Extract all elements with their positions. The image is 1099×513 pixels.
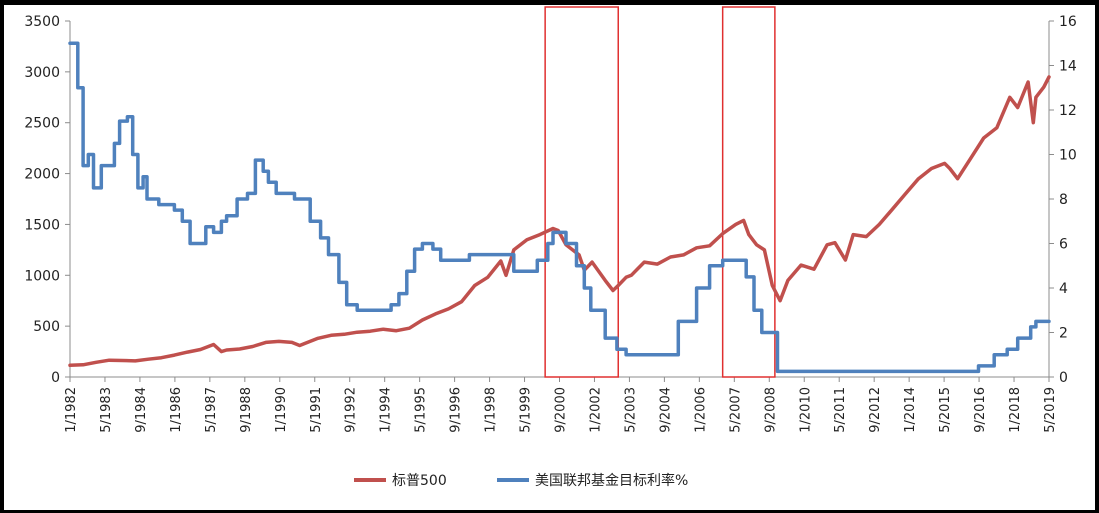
right-tick-label: 0 (1059, 370, 1068, 386)
left-tick-label: 0 (51, 370, 60, 386)
x-tick-label: 1/1994 (379, 387, 394, 433)
highlight-box-1 (544, 6, 619, 378)
series-lines (68, 41, 1051, 374)
left-tick-label: 500 (33, 319, 60, 335)
legend-label-sp500: 标普500 (392, 473, 447, 489)
x-tick-label: 1/2010 (798, 387, 813, 433)
line-chart: 0 500 1000 1500 2000 2500 3000 3500 0 2 4 6 8 10 12 14 1… (24, 6, 1077, 489)
right-tick-label: 6 (1059, 237, 1068, 253)
right-tick-label: 10 (1059, 148, 1077, 164)
x-tick-label: 5/2003 (623, 387, 638, 433)
highlight-boxes (544, 6, 776, 378)
series-line-sp500 (68, 75, 1051, 368)
x-tick-label: 1/1998 (484, 387, 499, 433)
x-tick-label: 9/2016 (973, 387, 988, 433)
x-tick-label: 1/2006 (693, 387, 708, 433)
x-tick-label: 9/1988 (239, 387, 254, 433)
axes: 0 500 1000 1500 2000 2500 3000 3500 0 2 4 6 8 10 12 14 1… (24, 14, 1077, 433)
x-tick-label: 9/1984 (134, 387, 149, 433)
left-tick-label: 2000 (24, 167, 60, 183)
left-tick-label: 3000 (24, 65, 60, 81)
right-tick-label: 4 (1059, 281, 1068, 297)
x-tick-label: 5/1983 (99, 387, 114, 433)
series-line-fed-rate (68, 41, 1051, 374)
right-tick-label: 16 (1059, 14, 1077, 30)
x-tick-label: 9/2008 (763, 387, 778, 433)
x-tick-label: 1/1982 (64, 387, 79, 433)
x-tick-label: 9/2012 (868, 387, 883, 433)
x-tick-label: 5/1995 (414, 387, 429, 433)
highlight-box-2 (721, 6, 776, 378)
x-tick-label: 1/2002 (588, 387, 603, 433)
chart-frame: 0 500 1000 1500 2000 2500 3000 3500 0 2 4 6 8 10 12 14 1… (4, 5, 1095, 510)
right-tick-label: 8 (1059, 192, 1068, 208)
x-tick-label: 5/2019 (1043, 387, 1058, 433)
x-tick-label: 9/1992 (344, 387, 359, 433)
x-tick-label: 1/2018 (1008, 387, 1023, 433)
x-tick-label: 5/1987 (204, 387, 219, 433)
x-tick-label: 5/2007 (728, 387, 743, 433)
left-tick-label: 1000 (24, 268, 60, 284)
left-tick-label: 2500 (24, 116, 60, 132)
x-tick-label: 1/2014 (903, 387, 918, 433)
right-tick-label: 14 (1059, 59, 1077, 75)
legend-label-fed-rate: 美国联邦基金目标利率% (535, 472, 688, 489)
x-tick-label: 9/2004 (658, 387, 673, 433)
x-tick-label: 5/2011 (833, 387, 848, 433)
right-tick-label: 12 (1059, 103, 1077, 119)
left-tick-label: 3500 (24, 14, 60, 30)
x-tick-label: 9/1996 (449, 387, 464, 433)
x-tick-label: 1/1986 (169, 387, 184, 433)
legend: 标普500 美国联邦基金目标利率% (354, 472, 688, 489)
x-tick-label: 5/1999 (519, 387, 534, 433)
left-tick-label: 1500 (24, 217, 60, 233)
x-tick-label: 1/1990 (274, 387, 289, 433)
x-tick-label: 5/1991 (309, 387, 324, 433)
right-tick-label: 2 (1059, 326, 1068, 342)
x-tick-label: 9/2000 (554, 387, 569, 433)
x-tick-label: 5/2015 (938, 387, 953, 433)
